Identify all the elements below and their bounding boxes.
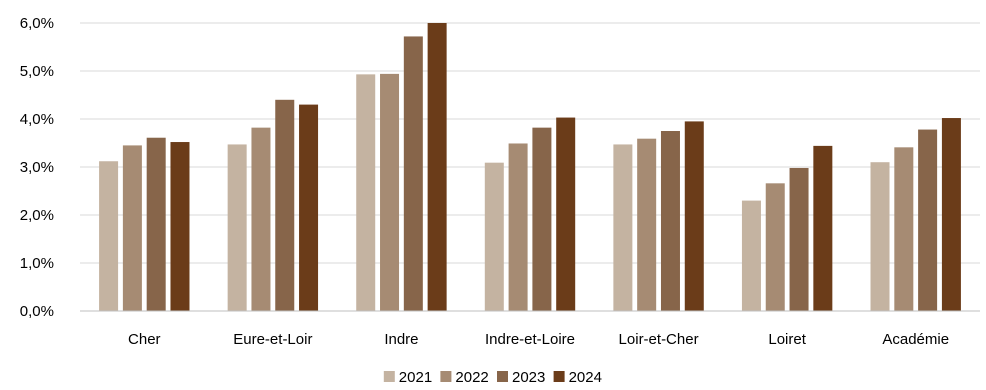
y-tick-label: 1,0% <box>20 255 54 272</box>
y-tick-label: 2,0% <box>20 207 54 224</box>
bar-2021 <box>613 144 633 311</box>
bar-2023 <box>789 167 809 311</box>
category-label: Indre-et-Loire <box>485 331 575 348</box>
y-tick-label: 4,0% <box>20 111 54 128</box>
legend-swatch-2021 <box>383 371 395 382</box>
legend-swatch-2022 <box>440 371 452 382</box>
bar-2022 <box>122 145 142 311</box>
legend-swatch-2023 <box>497 371 508 382</box>
legend-label: 2021 <box>399 369 432 386</box>
y-tick-label: 6,0% <box>20 15 54 32</box>
legend-label: 2023 <box>512 369 545 386</box>
bar-2022 <box>894 147 914 311</box>
category-label: Loiret <box>768 331 806 348</box>
bar-2024 <box>684 121 704 312</box>
bar-2024 <box>941 118 961 311</box>
bar-2021 <box>356 74 376 311</box>
bar-2024 <box>299 104 319 311</box>
bar-2022 <box>765 183 785 311</box>
x-axis-category-labels: Cher Eure-et-Loir Indre Indre-et-Loire Loir-… <box>128 331 949 348</box>
bar-2024 <box>427 23 447 311</box>
bar-2022 <box>508 143 528 311</box>
bar-2024 <box>556 117 576 311</box>
bar-2023 <box>918 129 938 311</box>
bar-2022 <box>380 73 400 311</box>
legend: 2021 2022 2023 2024 <box>383 369 602 386</box>
y-axis-tick-labels: 0,0% 1,0% 2,0% 3,0% 4,0% 5,0% 6,0% <box>20 15 54 320</box>
bar-2022 <box>637 138 657 311</box>
category-label: Académie <box>882 331 949 348</box>
y-tick-label: 3,0% <box>20 159 54 176</box>
y-tick-label: 0,0% <box>20 303 54 320</box>
category-label: Eure-et-Loir <box>233 331 312 348</box>
bar-2022 <box>251 127 271 311</box>
bar-2021 <box>484 162 504 311</box>
category-label: Cher <box>128 331 161 348</box>
bar-2021 <box>99 161 119 311</box>
bar-2021 <box>870 162 890 311</box>
gridlines <box>80 22 980 264</box>
bar-2023 <box>275 99 295 311</box>
bar-2023 <box>403 36 423 311</box>
bar-2021 <box>741 200 761 311</box>
legend-label: 2024 <box>569 369 602 386</box>
bar-2024 <box>813 145 833 311</box>
category-label: Loir-et-Cher <box>619 331 699 348</box>
legend-swatch-2024 <box>553 371 565 382</box>
legend-label: 2022 <box>455 369 488 386</box>
bar-2023 <box>532 127 552 311</box>
bars <box>99 23 961 312</box>
bar-2023 <box>146 137 166 311</box>
bar-2021 <box>227 144 247 311</box>
y-tick-label: 5,0% <box>20 63 54 80</box>
bar-2023 <box>660 131 680 311</box>
category-label: Indre <box>384 331 418 348</box>
bar-2024 <box>170 142 190 311</box>
